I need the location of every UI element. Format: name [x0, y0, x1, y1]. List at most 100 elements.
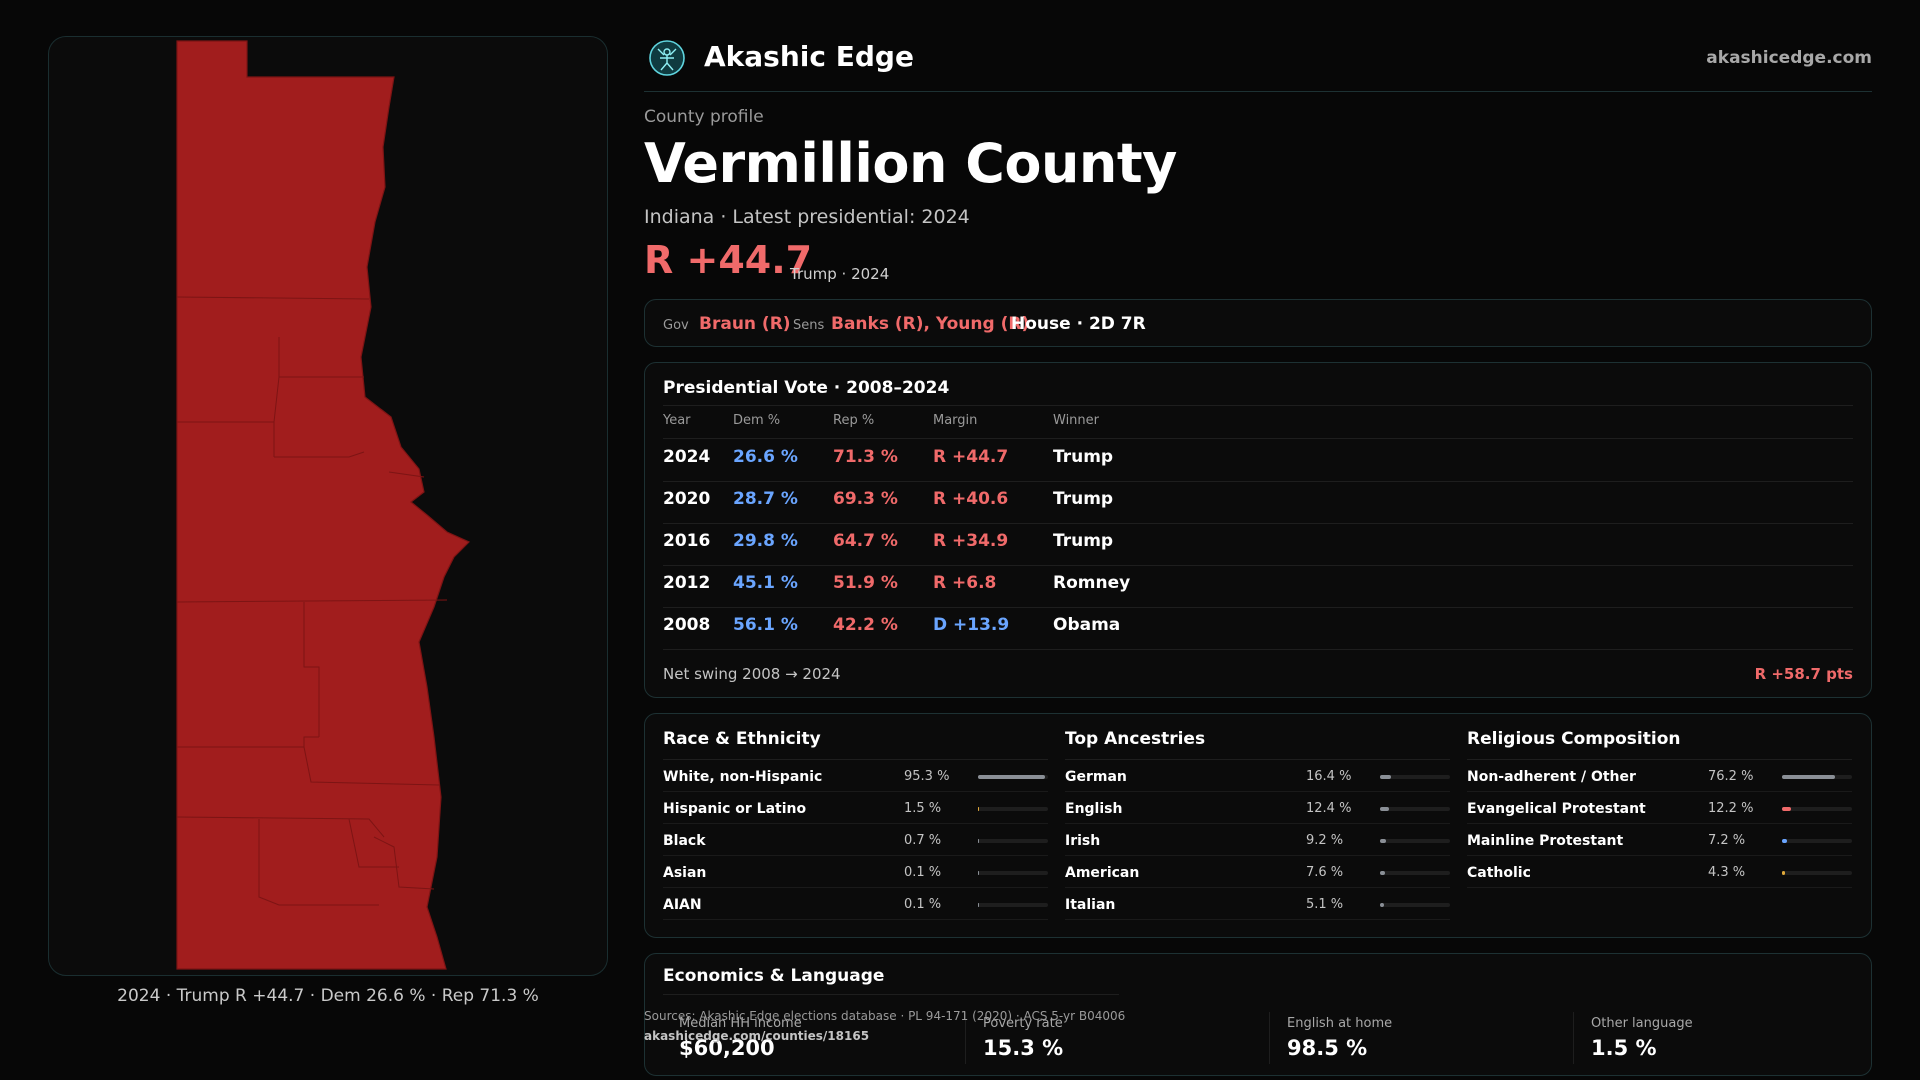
item-percent: 76.2 %: [1708, 769, 1754, 784]
dem-cell: 26.6 %: [733, 447, 798, 467]
share-bar: [1782, 839, 1852, 843]
col-header-margin: Margin: [933, 413, 978, 428]
col-header-year: Year: [663, 413, 691, 428]
stat-english-at-home: English at home 98.5 %: [1287, 1012, 1587, 1072]
winner-cell: Obama: [1053, 615, 1121, 635]
list-item: Asian 0.1 %: [663, 856, 1048, 888]
economics-title: Economics & Language: [663, 966, 885, 986]
table-row[interactable]: 2016 29.8 % 64.7 % R +34.9 Trump: [645, 523, 1873, 565]
page-title: Vermillion County: [644, 132, 1177, 195]
item-percent: 9.2 %: [1306, 833, 1344, 848]
winner-cell: Trump: [1053, 489, 1114, 509]
ancestry-section: Top Ancestries German 16.4 % English 12.4 %…: [1065, 714, 1450, 939]
list-item: German 16.4 %: [1065, 760, 1450, 792]
item-percent: 4.3 %: [1708, 865, 1746, 880]
stat-label: Other language: [1591, 1016, 1693, 1031]
page-subtitle: Indiana · Latest presidential: 2024: [644, 206, 970, 228]
share-bar: [1380, 839, 1450, 843]
sens-value: Banks (R), Young (R): [831, 314, 1030, 334]
list-item: Non-adherent / Other 76.2 %: [1467, 760, 1852, 792]
divider: [1467, 759, 1852, 760]
margin-cell: R +40.6: [933, 489, 1009, 509]
religion-section: Religious Composition Non-adherent / Oth…: [1467, 714, 1852, 939]
share-bar: [978, 839, 1048, 843]
item-name: White, non-Hispanic: [663, 769, 823, 785]
share-bar-fill: [978, 775, 1045, 779]
share-bar-fill: [1782, 807, 1791, 811]
demographics-card: Race & Ethnicity White, non-Hispanic 95.3…: [644, 713, 1872, 938]
stat-median-income: Median HH income $60,200: [679, 1012, 979, 1072]
house-value: House · 2D 7R: [1011, 314, 1146, 334]
share-bar: [1380, 807, 1450, 811]
divider: [663, 994, 1119, 995]
list-item: AIAN 0.1 %: [663, 888, 1048, 920]
divider: [1065, 759, 1450, 760]
page-eyebrow: County profile: [644, 107, 764, 127]
net-swing-value: R +58.7 pts: [1754, 665, 1853, 683]
divider: [663, 405, 1853, 406]
list-item: Black 0.7 %: [663, 824, 1048, 856]
item-name: English: [1065, 801, 1123, 817]
share-bar-fill: [1782, 775, 1836, 779]
table-row[interactable]: 2008 56.1 % 42.2 % D +13.9 Obama: [645, 607, 1873, 649]
latest-margin: R +44.7: [644, 238, 813, 282]
table-row[interactable]: 2012 45.1 % 51.9 % R +6.8 Romney: [645, 565, 1873, 607]
divider: [663, 759, 1048, 760]
brand-name[interactable]: Akashic Edge: [704, 40, 914, 73]
divider: [965, 1012, 966, 1064]
share-bar: [1380, 775, 1450, 779]
share-bar-fill: [1782, 871, 1785, 875]
item-name: Evangelical Protestant: [1467, 801, 1646, 817]
item-name: Irish: [1065, 833, 1101, 849]
map-caption: 2024 · Trump R +44.7 · Dem 26.6 % · Rep …: [117, 986, 539, 1006]
item-percent: 0.1 %: [904, 897, 942, 912]
share-bar-fill: [978, 839, 980, 843]
item-name: American: [1065, 865, 1140, 881]
share-bar: [978, 871, 1048, 875]
list-item: Irish 9.2 %: [1065, 824, 1450, 856]
divider: [1269, 1012, 1270, 1064]
rep-cell: 71.3 %: [833, 447, 898, 467]
list-item: English 12.4 %: [1065, 792, 1450, 824]
county-map[interactable]: [49, 37, 608, 976]
share-bar-fill: [1380, 807, 1389, 811]
race-ethnicity-section: Race & Ethnicity White, non-Hispanic 95.3…: [663, 714, 1048, 939]
year-cell: 2008: [663, 615, 711, 635]
ancestry-title: Top Ancestries: [1065, 729, 1206, 749]
year-cell: 2020: [663, 489, 711, 509]
rep-cell: 51.9 %: [833, 573, 898, 593]
rep-cell: 69.3 %: [833, 489, 898, 509]
stat-value: 98.5 %: [1287, 1036, 1368, 1060]
list-item: White, non-Hispanic 95.3 %: [663, 760, 1048, 792]
divider: [663, 438, 1853, 439]
rep-cell: 42.2 %: [833, 615, 898, 635]
brand-url[interactable]: akashicedge.com: [1706, 48, 1872, 68]
item-name: Asian: [663, 865, 707, 881]
divider: [663, 565, 1853, 566]
share-bar-fill: [1380, 839, 1387, 843]
col-header-dem: Dem %: [733, 413, 781, 428]
gov-label: Gov: [663, 318, 689, 333]
dem-cell: 45.1 %: [733, 573, 798, 593]
globe-logo-icon[interactable]: [648, 39, 686, 77]
share-bar-fill: [1782, 839, 1788, 843]
list-item: Mainline Protestant 7.2 %: [1467, 824, 1852, 856]
sources-url[interactable]: akashicedge.com/counties/18165: [644, 1029, 870, 1043]
table-row[interactable]: 2020 28.7 % 69.3 % R +40.6 Trump: [645, 481, 1873, 523]
officials-card: Gov Braun (R) Sens Banks (R), Young (R) …: [644, 299, 1872, 347]
dem-cell: 29.8 %: [733, 531, 798, 551]
margin-cell: D +13.9: [933, 615, 1010, 635]
county-shape[interactable]: [176, 40, 471, 970]
margin-cell: R +6.8: [933, 573, 997, 593]
winner-cell: Trump: [1053, 447, 1114, 467]
table-row[interactable]: 2024 26.6 % 71.3 % R +44.7 Trump: [645, 439, 1873, 481]
item-name: German: [1065, 769, 1127, 785]
divider: [663, 649, 1853, 650]
item-name: Non-adherent / Other: [1467, 769, 1636, 785]
list-item: American 7.6 %: [1065, 856, 1450, 888]
year-cell: 2016: [663, 531, 711, 551]
sources-text: Sources: Akashic Edge elections database…: [644, 1009, 1126, 1023]
share-bar-fill: [1380, 903, 1384, 907]
item-percent: 1.5 %: [904, 801, 942, 816]
brand-header: Akashic Edge akashicedge.com: [644, 36, 1872, 92]
